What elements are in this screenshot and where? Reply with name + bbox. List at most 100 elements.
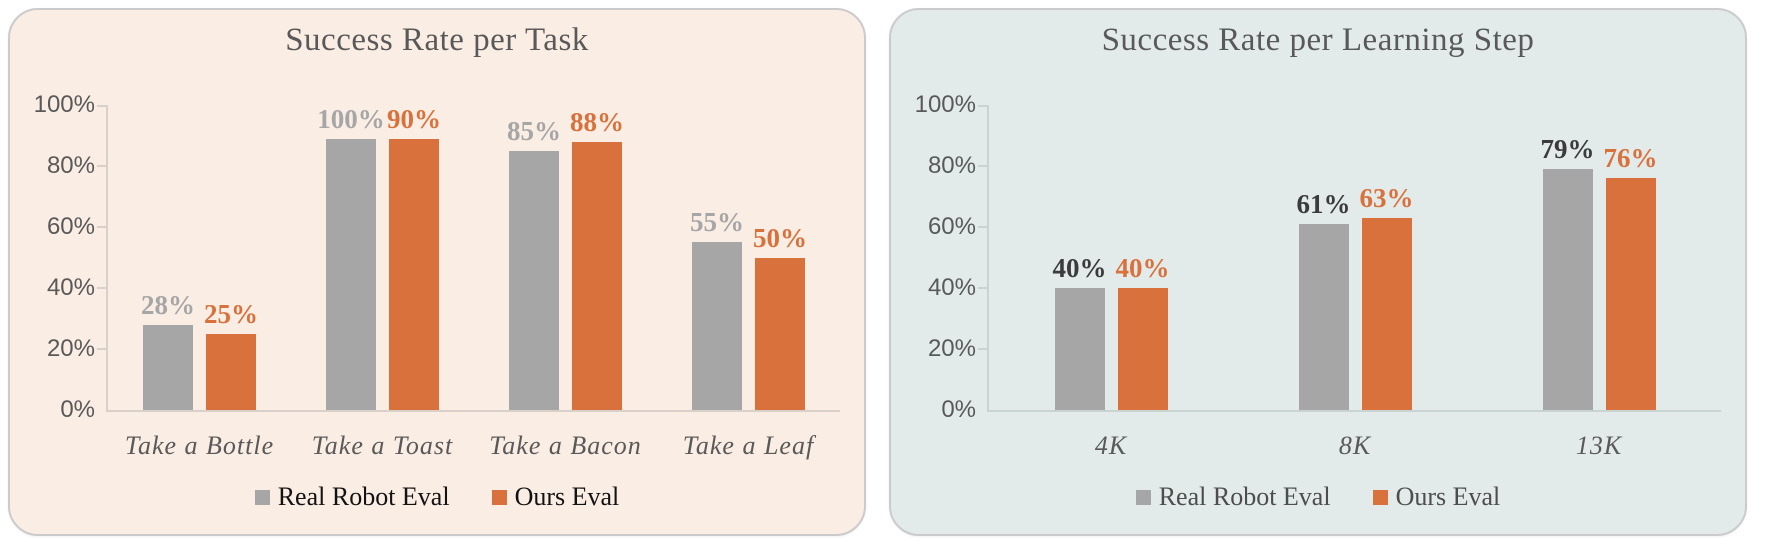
bars-layer: 28% 25% 100% 90% [108, 105, 840, 410]
y-axis-tick [97, 348, 106, 350]
legend-swatch-real-robot-eval [1135, 489, 1151, 505]
bar-value-label: 63% [1359, 182, 1414, 213]
bar-value-label: 28% [141, 289, 195, 320]
bar-value-label: 85% [507, 115, 561, 146]
legend-label: Real Robot Eval [1158, 482, 1331, 511]
bar-real-robot-eval [1542, 169, 1593, 410]
chart-title: Success Rate per Learning Step [1101, 22, 1535, 58]
bar-cell: 61% [1296, 105, 1351, 410]
chart-panel-success-rate-per-task: Success Rate per Task 100% 80% 60% 40% 2… [8, 8, 866, 536]
bar-cell: 25% [204, 105, 258, 410]
bar-cell: 88% [570, 105, 624, 410]
legend-label: Ours Eval [1395, 482, 1501, 511]
bar-ours-eval [572, 141, 622, 410]
x-axis-category-label: 4K [1094, 431, 1128, 460]
y-axis-tick-label: 60% [927, 213, 976, 240]
plot-area: 100% 80% 60% 40% 20% 0% 28% 25% [10, 92, 864, 423]
y-axis: 100% 80% 60% 40% 20% 0% [10, 92, 95, 423]
bar-value-label: 79% [1540, 134, 1595, 165]
x-axis-category-label: Take a Bottle [124, 431, 275, 460]
bar-value-label: 88% [570, 106, 624, 137]
bar-group-take-a-bottle: 28% 25% [108, 105, 291, 410]
bar-ours-eval [389, 139, 439, 410]
y-axis-tick [978, 105, 987, 107]
bar-group-take-a-leaf: 55% 50% [657, 105, 840, 410]
legend-swatch-ours-eval [491, 489, 507, 505]
x-axis-category-label: 13K [1575, 431, 1623, 460]
y-axis-tick [97, 165, 106, 167]
legend-label: Real Robot Eval [277, 482, 450, 511]
bar-group-13k: 79% 76% [1477, 105, 1721, 410]
bar-ours-eval [1117, 288, 1168, 410]
bar-real-robot-eval [1298, 223, 1349, 410]
bar-cell: 100% [317, 105, 385, 410]
bar-real-robot-eval [1054, 288, 1105, 410]
y-axis-tick-label: 80% [927, 152, 976, 179]
bar-real-robot-eval [509, 150, 559, 410]
legend: Real Robot Eval Ours Eval [891, 482, 1745, 512]
x-axis-category-label: Take a Bacon [489, 431, 642, 460]
x-axis-line [106, 410, 840, 412]
bar-group-take-a-toast: 100% 90% [291, 105, 474, 410]
legend-swatch-real-robot-eval [254, 489, 270, 505]
bar-ours-eval [755, 257, 805, 410]
bar-cell: 63% [1359, 105, 1414, 410]
y-axis-tick [978, 348, 987, 350]
y-axis-tick-label: 20% [927, 335, 976, 362]
y-axis-tick [978, 226, 987, 228]
bar-real-robot-eval [692, 242, 742, 410]
bar-value-label: 76% [1603, 143, 1658, 174]
y-axis-tick [97, 105, 106, 107]
x-axis-category-labels: Take a Bottle Take a Toast Take a Bacon … [108, 431, 840, 461]
bar-real-robot-eval [326, 139, 376, 410]
bar-cell: 79% [1540, 105, 1595, 410]
bar-value-label: 90% [387, 104, 441, 134]
y-axis-tick-label: 100% [33, 91, 95, 118]
chart-title: Success Rate per Task [285, 22, 589, 58]
y-axis-tick-label: 20% [46, 335, 95, 362]
x-axis-category-labels: 4K 8K 13K [989, 431, 1721, 461]
y-axis-tick [978, 165, 987, 167]
legend-item-real-robot-eval: Real Robot Eval [1135, 482, 1331, 512]
y-axis-tick-label: 0% [60, 396, 95, 423]
bar-value-label: 40% [1115, 253, 1170, 283]
bar-value-label: 61% [1296, 188, 1351, 219]
bar-real-robot-eval [143, 324, 193, 410]
bar-cell: 40% [1115, 105, 1170, 410]
legend-item-real-robot-eval: Real Robot Eval [254, 482, 450, 512]
bar-group-take-a-bacon: 85% 88% [474, 105, 657, 410]
y-axis-line [987, 105, 989, 410]
bar-cell: 55% [690, 105, 744, 410]
x-axis-category-label: Take a Toast [311, 431, 454, 460]
y-axis-line [106, 105, 108, 410]
legend-item-ours-eval: Ours Eval [491, 482, 620, 512]
y-axis: 100% 80% 60% 40% 20% 0% [891, 92, 976, 423]
bar-value-label: 25% [204, 298, 258, 329]
bar-cell: 40% [1052, 105, 1107, 410]
chart-panel-success-rate-per-learning-step: Success Rate per Learning Step 100% 80% … [889, 8, 1747, 536]
bar-cell: 90% [387, 104, 441, 410]
y-axis-tick-label: 100% [914, 91, 976, 118]
bar-cell: 76% [1603, 105, 1658, 410]
legend-swatch-ours-eval [1372, 489, 1388, 505]
bar-value-label: 55% [690, 207, 744, 238]
y-axis-tick [97, 226, 106, 228]
legend: Real Robot Eval Ours Eval [10, 482, 864, 512]
bar-group-4k: 40% 40% [989, 105, 1233, 410]
x-axis-line [987, 410, 1721, 412]
bar-cell: 50% [753, 105, 807, 410]
y-axis-tick-label: 80% [46, 152, 95, 179]
y-axis-tick-label: 40% [46, 274, 95, 301]
bar-ours-eval [1361, 217, 1412, 410]
bar-cell: 28% [141, 105, 195, 410]
legend-item-ours-eval: Ours Eval [1372, 482, 1501, 512]
bars-layer: 40% 40% 61% 63% [989, 105, 1721, 410]
bar-value-label: 100% [317, 104, 385, 134]
bar-ours-eval [1605, 178, 1656, 410]
legend-label: Ours Eval [514, 482, 620, 511]
bar-value-label: 50% [753, 222, 807, 253]
bar-cell: 85% [507, 105, 561, 410]
bar-ours-eval [206, 333, 256, 410]
bar-value-label: 40% [1052, 253, 1107, 283]
x-axis-category-label: 8K [1338, 431, 1372, 460]
